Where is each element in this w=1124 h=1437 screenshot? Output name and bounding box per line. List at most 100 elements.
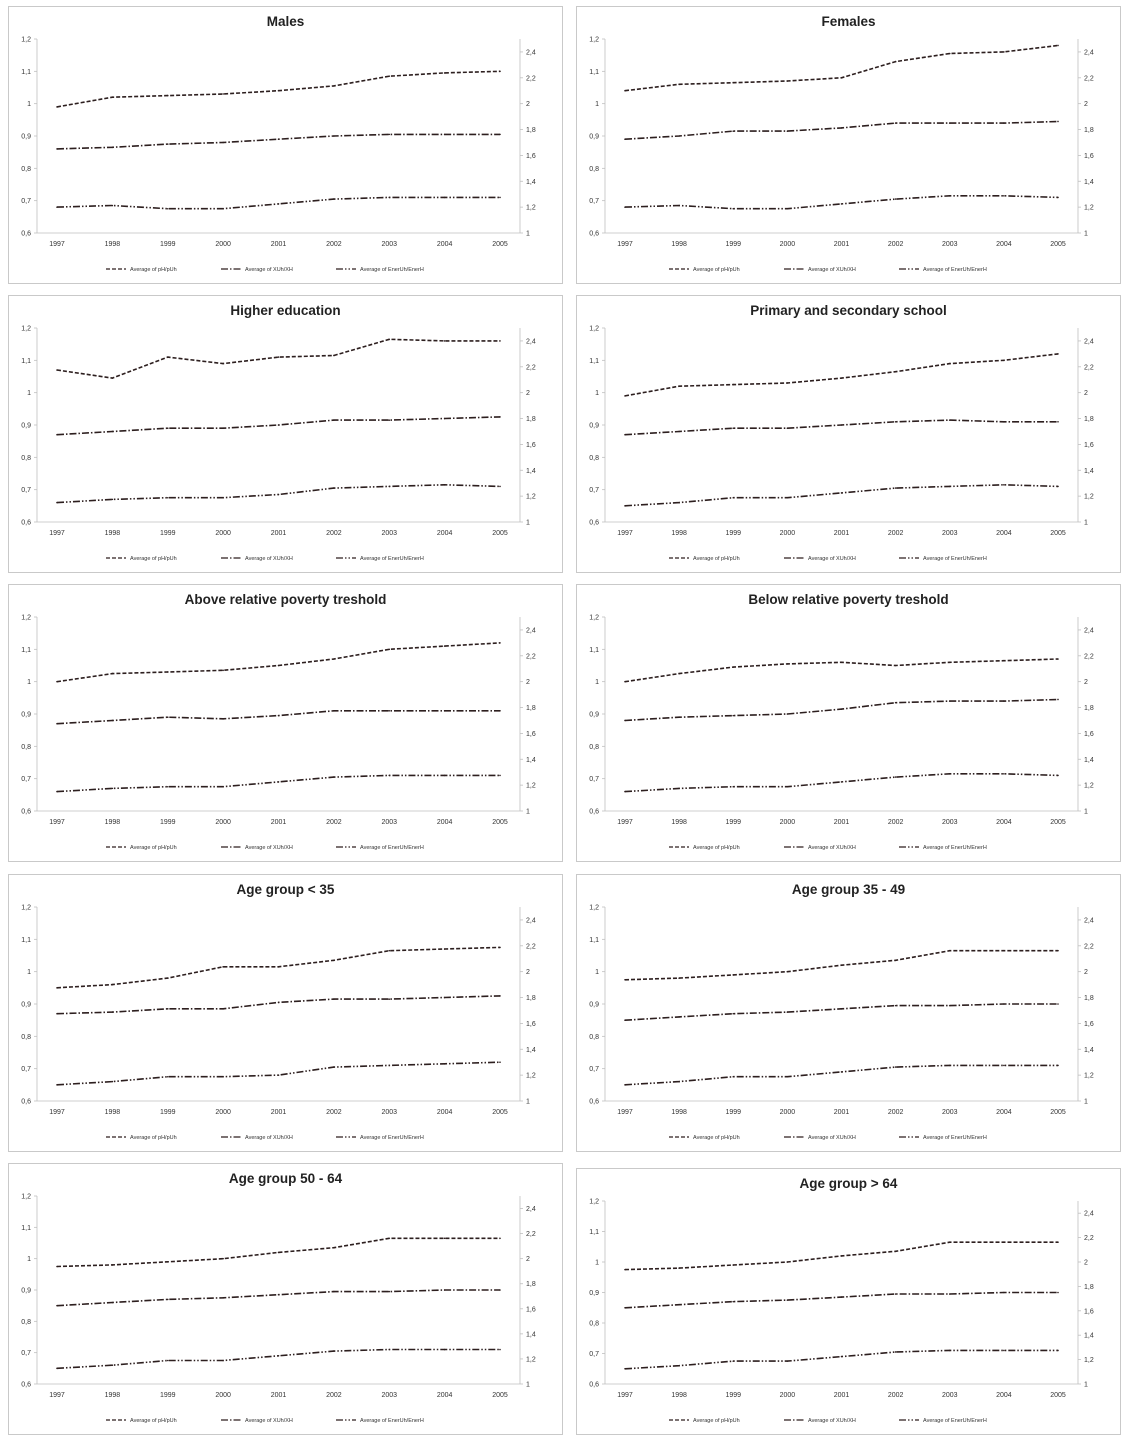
data-point xyxy=(894,1293,897,1295)
x-tick-label: 2002 xyxy=(326,1109,342,1116)
y2-tick-label: 1 xyxy=(526,520,530,527)
y-tick-label: 1,1 xyxy=(589,937,599,944)
data-point xyxy=(1003,420,1005,423)
data-point xyxy=(678,1364,680,1367)
data-point xyxy=(277,493,280,496)
data-point xyxy=(333,709,335,712)
data-point xyxy=(786,1261,789,1263)
y2-tick-label: 1,6 xyxy=(526,1306,536,1313)
y-tick-label: 1,2 xyxy=(21,615,31,622)
data-point xyxy=(894,370,897,373)
y2-tick-label: 2,2 xyxy=(526,1231,536,1238)
x-tick-label: 1999 xyxy=(725,530,741,537)
chart-title: Age group 35 - 49 xyxy=(791,882,906,897)
y-tick-label: 0,6 xyxy=(589,520,599,527)
data-point xyxy=(840,1355,843,1358)
series-line xyxy=(624,419,1058,436)
y-tick-label: 0,8 xyxy=(21,166,31,173)
y-tick-label: 1 xyxy=(27,969,31,976)
x-tick-label: 1998 xyxy=(671,241,687,248)
y2-tick-label: 1 xyxy=(1084,231,1088,238)
data-point xyxy=(111,377,114,379)
chart-panel-females: Females 0,6 0,7 0,8 0,9 1 1,1 1,2 1 1,2 1,4 1,6 1,8… xyxy=(576,6,1121,284)
y-tick-label: 0,8 xyxy=(21,1319,31,1326)
data-point xyxy=(624,1084,626,1086)
chart-svg: 0,6 0,7 0,8 0,9 1 1,1 1,2 1 1,2 1,4 1,6 1,8 2 2,2 2,4 1… xyxy=(21,37,536,274)
y-tick-label: 0,7 xyxy=(21,198,31,205)
x-tick-label: 2004 xyxy=(437,1109,453,1116)
y2-tick-label: 1,6 xyxy=(1084,153,1094,160)
chart-panel-males: Males 0,6 0,7 0,8 0,9 1 1,1 1,2 1 1,2 1,4 1,6 1,8 2 2… xyxy=(8,6,563,284)
data-point xyxy=(948,485,951,488)
data-point xyxy=(786,970,789,973)
data-point xyxy=(948,1349,951,1352)
series-line xyxy=(624,44,1059,92)
y2-tick-label: 2,4 xyxy=(1084,338,1094,345)
data-point xyxy=(56,1265,58,1268)
data-point xyxy=(499,946,501,949)
data-point xyxy=(786,130,789,132)
x-tick-label: 2001 xyxy=(834,241,850,248)
y-tick-label: 0,6 xyxy=(21,1099,31,1106)
data-point xyxy=(56,369,58,371)
y-tick-label: 0,9 xyxy=(589,1002,599,1009)
data-point xyxy=(499,995,501,997)
y-tick-label: 0,8 xyxy=(589,455,599,462)
x-tick-label: 2004 xyxy=(996,530,1012,537)
y2-tick-label: 1,2 xyxy=(526,783,536,790)
data-point xyxy=(1003,484,1005,486)
y-tick-label: 1 xyxy=(595,679,599,686)
data-point xyxy=(894,1250,897,1253)
y-tick-label: 1,2 xyxy=(21,326,31,333)
data-point xyxy=(894,198,897,200)
series-line xyxy=(624,484,1059,507)
data-point xyxy=(1057,44,1059,47)
x-tick-label: 2002 xyxy=(888,530,904,537)
y-tick-label: 1 xyxy=(27,1256,31,1263)
data-point xyxy=(222,1075,224,1078)
y2-tick-label: 2,2 xyxy=(1084,943,1094,950)
x-tick-label: 1999 xyxy=(160,1109,176,1116)
data-point xyxy=(333,354,335,357)
y-tick-label: 0,7 xyxy=(589,1066,599,1073)
y2-tick-label: 1,6 xyxy=(1084,731,1094,738)
series-line xyxy=(624,1064,1058,1086)
data-point xyxy=(732,785,735,788)
data-point xyxy=(786,1360,789,1362)
data-point xyxy=(166,1261,169,1263)
y-tick-label: 1,2 xyxy=(589,37,599,44)
legend-label: Average of XUh/XH xyxy=(245,556,293,562)
chart-panel-age-35-49: Age group 35 - 49 0,6 0,7 0,8 0,9 1 1,1 1,2 1 1,… xyxy=(576,874,1121,1152)
y2-tick-label: 1 xyxy=(526,809,530,816)
data-point xyxy=(443,133,446,136)
data-point xyxy=(624,680,626,683)
y-tick-label: 0,6 xyxy=(589,231,599,238)
data-point xyxy=(732,383,735,386)
x-tick-label: 1999 xyxy=(725,1109,741,1116)
x-tick-label: 1998 xyxy=(671,1109,687,1116)
legend-label: Average of pH/pUh xyxy=(130,1135,177,1141)
y-tick-label: 1,2 xyxy=(589,1199,599,1206)
data-point xyxy=(786,663,789,665)
x-tick-label: 2001 xyxy=(834,819,850,826)
data-point xyxy=(1057,1003,1059,1005)
data-point xyxy=(678,83,680,86)
legend-label: Average of EnerUh/EnerH xyxy=(360,845,424,851)
data-point xyxy=(948,1004,951,1007)
y-tick-label: 0,7 xyxy=(21,1350,31,1357)
data-point xyxy=(732,714,735,717)
data-point xyxy=(111,498,114,501)
data-point xyxy=(499,133,501,136)
y2-tick-label: 2,2 xyxy=(526,653,536,660)
x-tick-label: 2005 xyxy=(1050,241,1066,248)
data-point xyxy=(277,356,280,358)
y2-tick-label: 2,4 xyxy=(1084,917,1094,924)
data-point xyxy=(840,1255,843,1257)
y2-tick-label: 2,2 xyxy=(526,75,536,82)
data-point xyxy=(948,195,951,197)
series-line xyxy=(56,484,501,504)
data-point xyxy=(499,1237,501,1240)
x-tick-label: 2003 xyxy=(381,1392,397,1399)
y2-tick-label: 2 xyxy=(1084,969,1088,976)
data-point xyxy=(1003,1291,1005,1294)
